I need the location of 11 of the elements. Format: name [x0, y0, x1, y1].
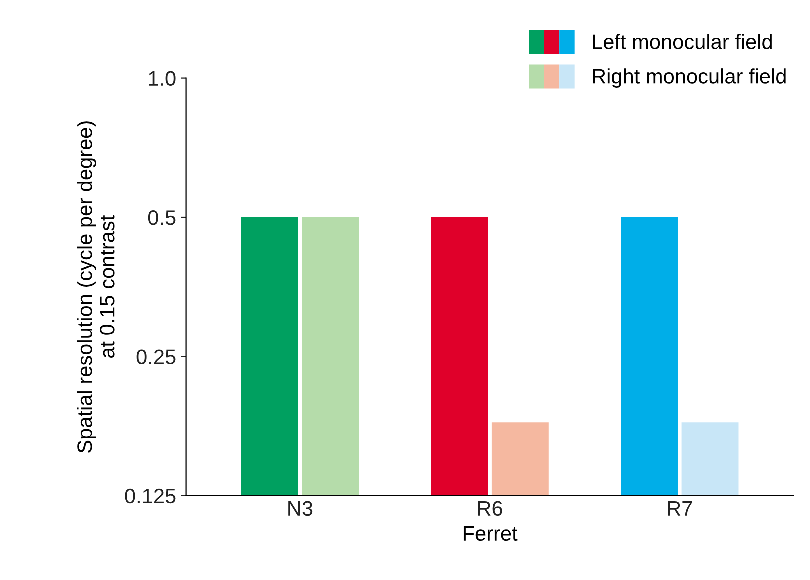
x-tick-label: R6	[478, 501, 502, 516]
y-tick-label: 0.5	[148, 210, 176, 226]
y-tick-label: 0.25	[136, 350, 176, 364]
y-axis-title: Spatial resolution (cycle per degree) at 0.15 contrast	[77, 122, 115, 453]
x-tick-label: N3	[288, 501, 313, 516]
x-tick-label: R7	[668, 502, 692, 516]
x-axis-title: Ferret	[464, 526, 518, 542]
y-tick-label: 0.125	[125, 488, 176, 504]
y-tick-label: 1.0	[149, 71, 176, 86]
legend-label: Right monocular field	[593, 68, 786, 88]
legend-label: Left monocular field	[593, 34, 772, 50]
